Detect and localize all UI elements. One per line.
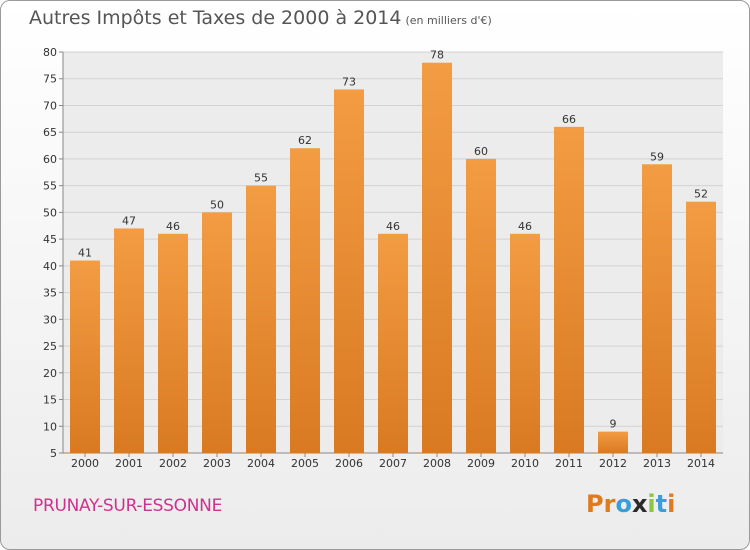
logo-letter: P xyxy=(586,490,604,518)
bar xyxy=(158,233,188,453)
y-tick-label: 65 xyxy=(43,126,57,139)
y-tick-label: 20 xyxy=(43,367,57,380)
y-tick-label: 80 xyxy=(43,46,57,59)
y-tick-label: 70 xyxy=(43,99,57,112)
x-tick-label: 2007 xyxy=(379,457,407,470)
bar-value-label: 55 xyxy=(254,172,268,185)
chart-unit-note: (en milliers d'€) xyxy=(405,14,492,27)
bar-value-label: 78 xyxy=(430,49,444,62)
bar xyxy=(290,148,320,454)
bar-value-label: 73 xyxy=(342,75,356,88)
y-tick-label: 5 xyxy=(50,447,57,460)
x-tick-label: 2010 xyxy=(511,457,539,470)
commune-name: PRUNAY-SUR-ESSONNE xyxy=(33,496,223,516)
bar-value-label: 46 xyxy=(166,220,180,233)
chart-title: Autres Impôts et Taxes de 2000 à 2014 (en… xyxy=(29,7,492,29)
chart-title-text: Autres Impôts et Taxes de 2000 à 2014 xyxy=(29,7,402,29)
bar-value-label: 62 xyxy=(298,134,312,147)
bar xyxy=(422,62,452,454)
x-tick-label: 2009 xyxy=(467,457,495,470)
logo-letter: i xyxy=(647,490,656,518)
logo-letter: x xyxy=(631,490,648,518)
bar-value-label: 46 xyxy=(518,220,532,233)
bar xyxy=(202,212,232,453)
x-tick-label: 2014 xyxy=(687,457,715,470)
bar xyxy=(510,233,540,453)
logo-letter: o xyxy=(615,490,632,518)
y-tick-label: 10 xyxy=(43,420,57,433)
y-tick-label: 35 xyxy=(43,287,57,300)
bar xyxy=(554,126,584,453)
y-tick-label: 45 xyxy=(43,233,57,246)
x-tick-label: 2000 xyxy=(71,457,99,470)
y-tick-label: 50 xyxy=(43,206,57,219)
x-tick-label: 2006 xyxy=(335,457,363,470)
bar xyxy=(334,89,364,453)
bar xyxy=(114,228,144,453)
bar xyxy=(598,431,628,453)
logo-letter: t xyxy=(655,490,668,518)
x-tick-label: 2005 xyxy=(291,457,319,470)
logo-letter: r xyxy=(603,490,616,518)
bar xyxy=(70,260,100,453)
x-tick-label: 2004 xyxy=(247,457,275,470)
bar xyxy=(378,233,408,453)
bar-value-label: 47 xyxy=(122,214,136,227)
x-tick-label: 2001 xyxy=(115,457,143,470)
logo-letter: i xyxy=(667,490,676,518)
proxiti-logo: Proxiti xyxy=(586,490,675,518)
bar xyxy=(246,185,276,453)
bar-value-label: 52 xyxy=(694,188,708,201)
bar-value-label: 41 xyxy=(78,247,92,260)
y-tick-label: 75 xyxy=(43,73,57,86)
bar xyxy=(686,201,716,453)
y-tick-label: 40 xyxy=(43,260,57,273)
y-tick-label: 30 xyxy=(43,313,57,326)
bar-value-label: 46 xyxy=(386,220,400,233)
x-tick-label: 2002 xyxy=(159,457,187,470)
bar xyxy=(642,164,672,453)
bar-value-label: 9 xyxy=(610,418,617,431)
bar-value-label: 60 xyxy=(474,145,488,158)
x-tick-label: 2008 xyxy=(423,457,451,470)
y-tick-label: 55 xyxy=(43,180,57,193)
y-tick-label: 15 xyxy=(43,394,57,407)
y-tick-label: 60 xyxy=(43,153,57,166)
y-tick-label: 25 xyxy=(43,340,57,353)
x-tick-label: 2003 xyxy=(203,457,231,470)
bar-value-label: 50 xyxy=(210,198,224,211)
x-tick-label: 2012 xyxy=(599,457,627,470)
x-tick-label: 2011 xyxy=(555,457,583,470)
bar-value-label: 59 xyxy=(650,150,664,163)
bar-value-label: 66 xyxy=(562,113,576,126)
bar xyxy=(466,158,496,453)
x-tick-label: 2013 xyxy=(643,457,671,470)
